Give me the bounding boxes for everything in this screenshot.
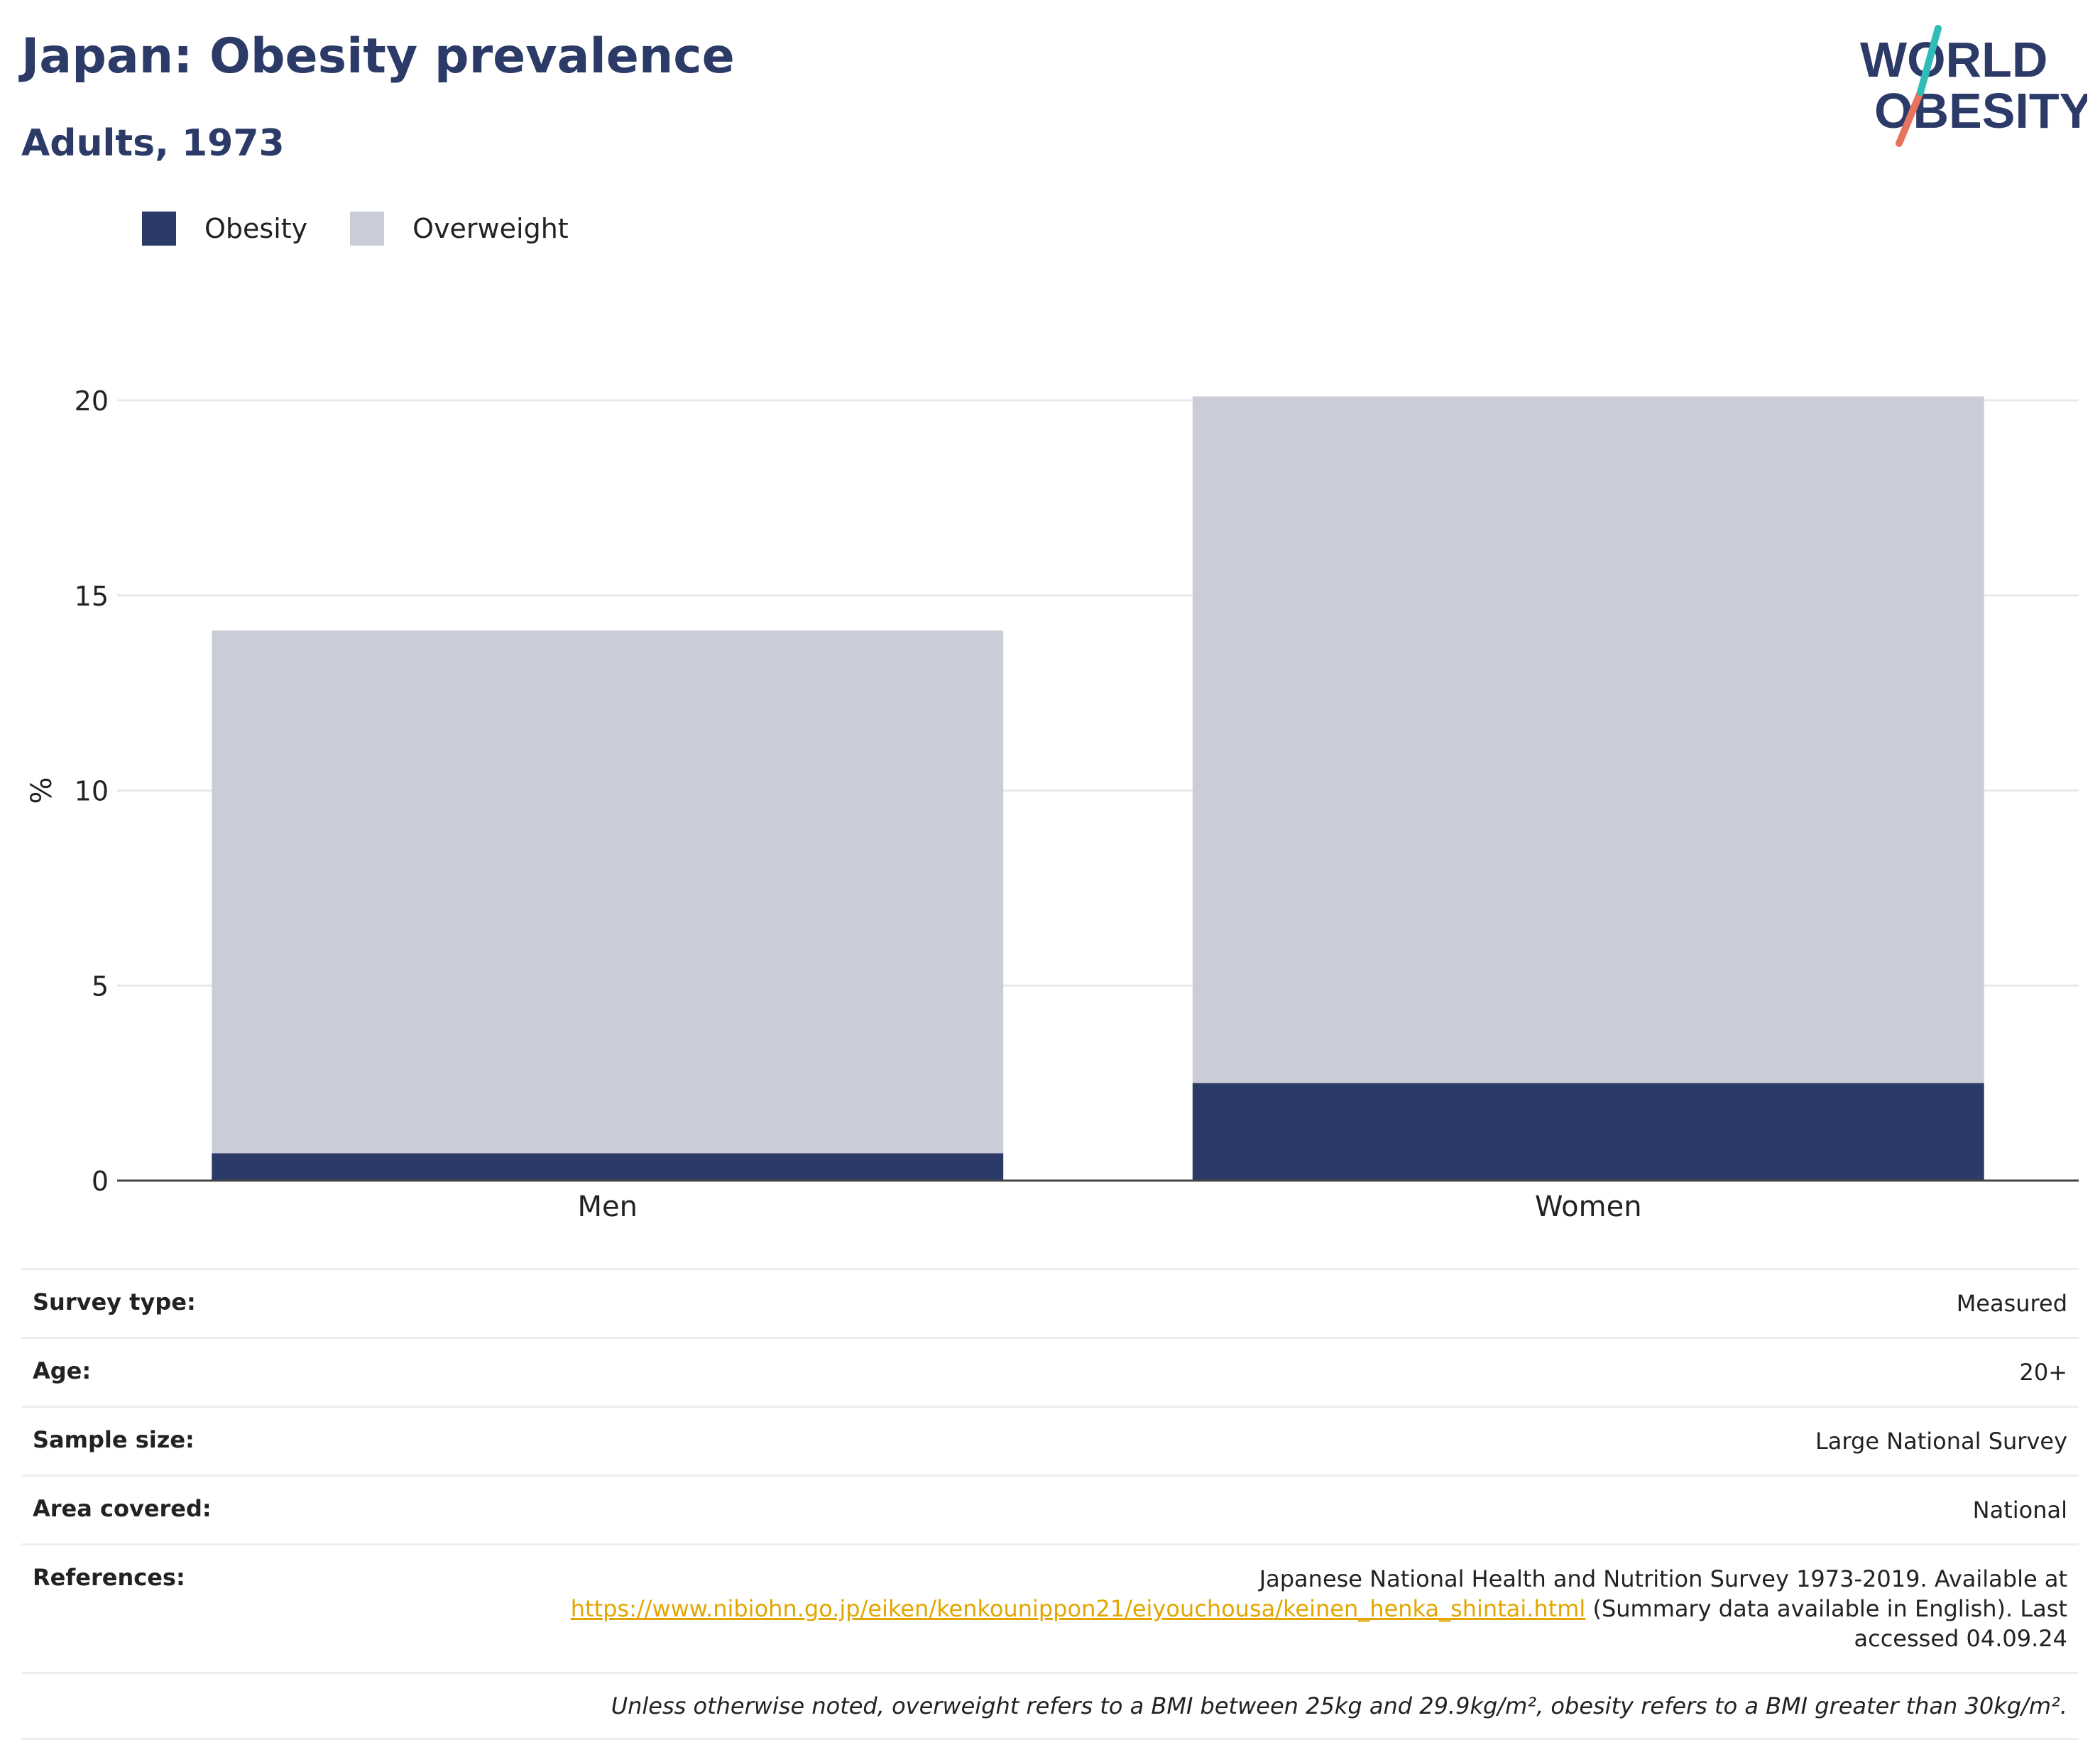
reference-link[interactable]: https://www.nibiohn.go.jp/eiken/kenkouni… <box>570 1595 1586 1622</box>
bar-obesity-women <box>1192 1083 1984 1181</box>
reference-note: (Summary data available in English). Las… <box>1592 1595 2067 1652</box>
meta-label: Sample size: <box>33 1426 195 1453</box>
meta-label: References: <box>33 1564 185 1591</box>
survey-metadata: Survey type: Measured Age: 20+ Sample si… <box>21 1268 2079 1740</box>
y-tick-label: 5 <box>92 970 109 1002</box>
bar-chart: 0 5 10 15 20% Men Women <box>26 385 2079 1223</box>
legend-swatch-obesity <box>142 212 176 246</box>
meta-value: Large National Survey <box>1815 1428 2067 1455</box>
meta-row-sample-size: Sample size: Large National Survey <box>21 1406 2079 1474</box>
legend-label-obesity: Obesity <box>204 213 308 244</box>
meta-value-references: Japanese National Health and Nutrition S… <box>541 1564 2067 1653</box>
meta-row-references: References: Japanese National Health and… <box>21 1543 2079 1672</box>
y-tick-label: 10 <box>75 776 109 807</box>
world-obesity-logo: WORLD OBESITY <box>1860 25 2087 147</box>
meta-value: Measured <box>1956 1290 2067 1317</box>
y-tick-label: 15 <box>75 581 109 612</box>
footnote: Unless otherwise noted, overweight refer… <box>21 1672 2079 1740</box>
chart-legend: Obesity Overweight <box>142 212 611 246</box>
meta-row-survey-type: Survey type: Measured <box>21 1268 2079 1337</box>
meta-value: 20+ <box>2019 1359 2067 1386</box>
x-tick-label: Women <box>1535 1191 1642 1223</box>
meta-label: Area covered: <box>33 1495 212 1522</box>
y-tick-label: 0 <box>92 1166 109 1197</box>
legend-label-overweight: Overweight <box>412 213 569 244</box>
y-axis-label: % <box>26 777 58 804</box>
page-title: Japan: Obesity prevalence <box>21 28 735 84</box>
bar-overweight-men <box>212 630 1004 1154</box>
legend-item-obesity[interactable]: Obesity <box>142 212 307 246</box>
legend-swatch-overweight <box>350 212 385 246</box>
meta-value: National <box>1972 1496 2067 1523</box>
meta-row-age: Age: 20+ <box>21 1337 2079 1406</box>
meta-row-area: Area covered: National <box>21 1474 2079 1543</box>
y-tick-label: 20 <box>75 385 109 417</box>
bar-obesity-men <box>212 1153 1004 1181</box>
x-tick-label: Men <box>578 1191 638 1223</box>
meta-label: Age: <box>33 1357 92 1384</box>
legend-item-overweight[interactable]: Overweight <box>350 212 569 246</box>
reference-text: Japanese National Health and Nutrition S… <box>1259 1565 2067 1592</box>
bar-overweight-women <box>1192 396 1984 1083</box>
meta-label: Survey type: <box>33 1288 196 1315</box>
page-subtitle: Adults, 1973 <box>21 122 285 165</box>
logo-line1: WORLD <box>1860 32 2047 87</box>
